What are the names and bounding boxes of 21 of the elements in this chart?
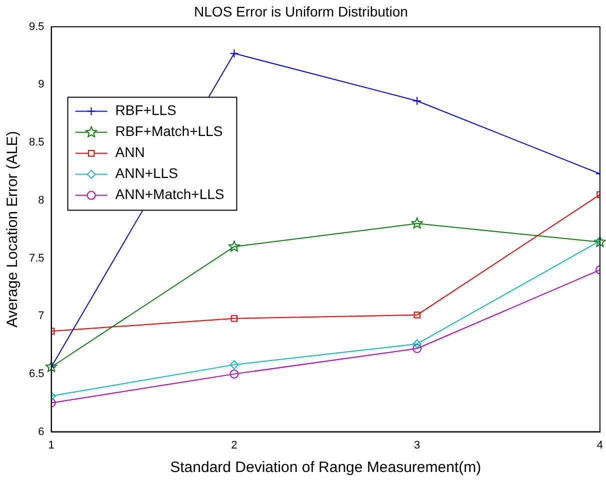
x-tick-label: 3 [414, 439, 420, 452]
x-tick-label: 4 [596, 439, 604, 452]
legend-label: ANN+LLS [115, 165, 178, 182]
y-tick-label: 9.5 [28, 20, 44, 33]
x-axis-title: Standard Deviation of Range Measurement(m) [170, 459, 482, 476]
y-tick-label: 8.5 [28, 136, 44, 149]
y-axis-title: Average Location Error (ALE) [4, 131, 22, 328]
chart-title: NLOS Error is Uniform Distribution [194, 3, 408, 20]
x-tick-label: 1 [48, 439, 54, 452]
x-tick-label: 2 [231, 439, 238, 452]
y-tick-label: 7.5 [28, 252, 44, 264]
legend-label: RBF+Match+LLS [115, 123, 223, 140]
legend-label: RBF+LLS [115, 102, 176, 118]
legend-label: ANN+Match+LLS [115, 186, 224, 202]
point [414, 312, 420, 318]
legend-label: ANN [115, 144, 145, 160]
y-tick-label: 6.5 [28, 368, 44, 380]
y-tick-label: 9 [38, 78, 44, 91]
y-tick-label: 7 [38, 310, 44, 322]
y-tick-label: 8 [38, 194, 44, 206]
y-tick-label: 6 [38, 426, 44, 438]
